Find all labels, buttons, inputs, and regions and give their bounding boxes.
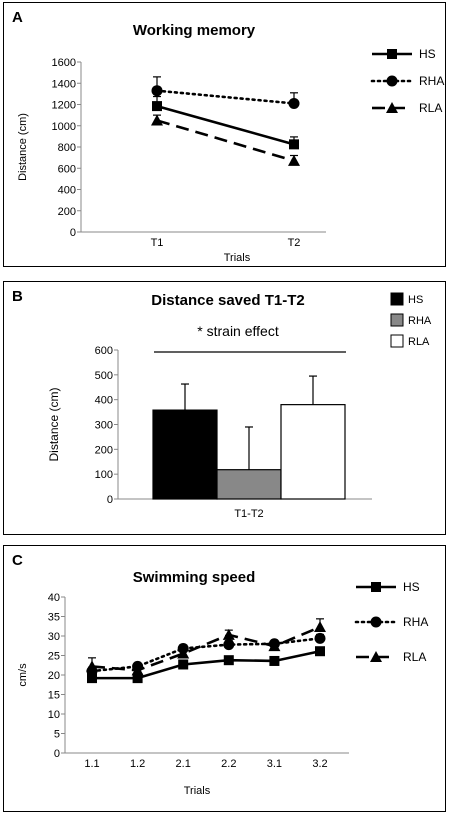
data-point-rla (222, 628, 235, 640)
y-tick-label: 20 (48, 670, 60, 682)
panel-letter-a: A (12, 9, 23, 26)
x-tick-label: 2.1 (176, 758, 191, 770)
x-tick-label: 3.1 (267, 758, 282, 770)
data-point-rha (288, 97, 300, 109)
x-tick-label: 3.2 (312, 758, 327, 770)
legend-marker-rla (386, 102, 398, 113)
y-tick-label: 400 (95, 395, 113, 407)
series-line-rla (91, 625, 321, 672)
y-tick-label: 35 (48, 612, 60, 624)
chart-title: Swimming speed (133, 569, 256, 586)
significance-annotation: * strain effect (197, 323, 279, 339)
legend-swatch-hs (390, 292, 404, 306)
series-line-hs (156, 104, 295, 146)
panel-b: B Distance saved T1-T2 * strain effect 0 10… (3, 281, 446, 535)
bar-hs (152, 409, 218, 500)
y-tick-label: 400 (58, 185, 76, 197)
y-tick-label: 30 (48, 631, 60, 643)
legend-swatch-rha (390, 313, 404, 327)
y-tick-label: 5 (54, 729, 60, 741)
bar-rla (280, 404, 346, 500)
data-point-rha (151, 85, 163, 97)
legend-marker-hs (387, 49, 397, 59)
data-point-rla (177, 647, 190, 659)
legend-label-rla: RLA (403, 650, 426, 664)
panel-a: A Working memory 0 200 400 600 800 1000 1200 140… (3, 2, 446, 267)
y-axis-label: Distance (cm) (47, 387, 61, 461)
legend-marker-hs (371, 582, 381, 592)
data-point-rla (131, 664, 144, 676)
legend-label-rla: RLA (408, 336, 430, 348)
y-tick-label: 0 (70, 227, 76, 239)
data-point-rla (314, 621, 326, 633)
y-tick-label: 0 (54, 748, 60, 760)
y-tick-label: 100 (95, 469, 113, 481)
y-tick-label: 10 (48, 709, 60, 721)
series-line-rha (90, 637, 322, 673)
y-tick-label: 25 (48, 651, 60, 663)
x-tick-label: T1 (151, 237, 164, 249)
legend-label-hs: HS (419, 47, 436, 61)
y-tick-label: 1200 (52, 100, 76, 112)
series-line-hs (92, 649, 321, 680)
data-point-rla (288, 154, 300, 166)
y-axis-label: cm/s (17, 663, 29, 687)
data-point-rha (223, 639, 235, 651)
chart-distance-saved: Distance saved T1-T2 * strain effect 0 100 2… (47, 292, 432, 520)
data-point-hs (315, 646, 325, 657)
data-point-hs (269, 655, 280, 666)
legend-marker-rha (386, 75, 398, 87)
data-point-rha (314, 632, 326, 644)
chart-working-memory: Working memory 0 200 400 600 800 1000 1200 1400 1… (17, 22, 444, 264)
y-tick-label: 500 (95, 370, 113, 382)
series-line-rla (156, 119, 295, 163)
data-point-hs (178, 659, 189, 670)
bar-rha (216, 469, 282, 500)
legend-label-rha: RHA (408, 315, 432, 327)
data-point-rla (268, 640, 281, 652)
data-point-hs (289, 139, 299, 150)
data-point-hs (223, 655, 234, 666)
data-point-rla (86, 660, 98, 672)
y-tick-label: 1000 (52, 121, 76, 133)
panel-letter-b: B (12, 288, 23, 305)
y-tick-label: 1400 (52, 78, 76, 90)
x-tick-label: 1.2 (130, 758, 145, 770)
x-tick-label: T1-T2 (234, 508, 263, 520)
x-tick-label: 2.2 (221, 758, 236, 770)
legend-label-rha: RHA (403, 615, 428, 629)
y-tick-label: 600 (95, 345, 113, 357)
chart-title: Distance saved T1-T2 (151, 292, 304, 309)
x-axis-label: Trials (224, 252, 251, 264)
y-tick-label: 15 (48, 690, 60, 702)
panel-c: C Swimming speed 0 5 10 15 20 25 30 35 40 1.1 1.2 2.… (3, 545, 446, 812)
legend-label-hs: HS (408, 294, 423, 306)
series-line-rha (155, 89, 296, 105)
x-tick-label: T2 (288, 237, 301, 249)
chart-title: Working memory (133, 22, 256, 39)
y-tick-label: 600 (58, 163, 76, 175)
y-tick-label: 800 (58, 142, 76, 154)
x-tick-label: 1.1 (84, 758, 99, 770)
y-tick-label: 0 (107, 494, 113, 506)
data-point-hs (132, 673, 143, 684)
panel-letter-c: C (12, 552, 23, 569)
data-point-hs (87, 673, 97, 684)
y-tick-label: 1600 (52, 57, 76, 69)
y-tick-label: 300 (95, 420, 113, 432)
y-tick-label: 40 (48, 592, 60, 604)
x-axis-label: Trials (184, 785, 211, 797)
data-point-hs (152, 101, 162, 112)
chart-swimming-speed: Swimming speed 0 5 10 15 20 25 30 35 40 1.1 1.2 2.1 2… (17, 569, 428, 797)
y-tick-label: 200 (58, 206, 76, 218)
data-point-rla (151, 114, 163, 126)
legend-label-rha: RHA (419, 74, 444, 88)
y-axis-label: Distance (cm) (17, 113, 29, 181)
y-tick-label: 200 (95, 444, 113, 456)
legend-marker-rha (370, 616, 382, 628)
legend-swatch-rla (390, 334, 404, 348)
legend-label-hs: HS (403, 580, 420, 594)
legend-marker-rla (370, 651, 382, 662)
legend-label-rla: RLA (419, 101, 442, 115)
